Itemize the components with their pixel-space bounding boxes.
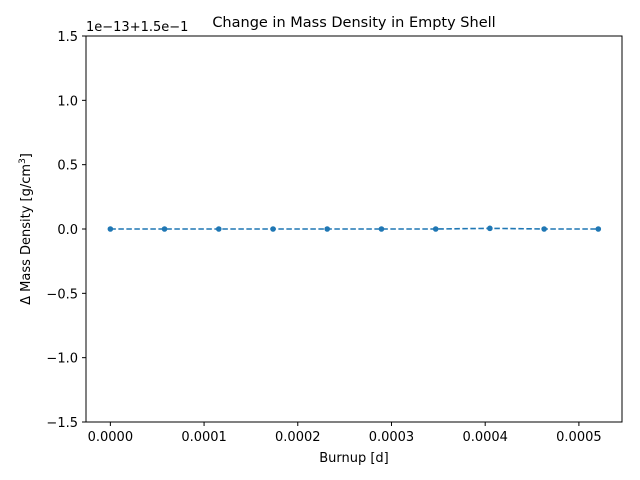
- y-tick-label: 0.0: [57, 223, 78, 238]
- x-tick-label: 0.0000: [88, 430, 134, 445]
- data-point: [161, 226, 168, 232]
- x-tick-label: 0.0002: [275, 430, 321, 445]
- data-point: [270, 226, 276, 232]
- chart-title: Change in Mass Density in Empty Shell: [212, 15, 495, 31]
- data-point: [107, 226, 114, 232]
- axis-ticks: 0.0000 0.0001 0.0002 0.0003 0.0004 0.0005 −1.5…: [46, 30, 601, 445]
- x-tick-label: 0.0003: [369, 430, 415, 445]
- y-tick-label: −0.5: [46, 287, 78, 302]
- series-layer: [107, 225, 602, 232]
- y-tick-label: 0.5: [57, 159, 78, 174]
- series-line: [110, 227, 599, 230]
- data-point: [487, 225, 493, 232]
- x-tick-label: 0.0001: [181, 430, 227, 445]
- y-tick-label: −1.0: [46, 352, 78, 367]
- x-tick-label: 0.0005: [556, 430, 602, 445]
- data-point: [541, 226, 547, 232]
- data-point: [595, 226, 602, 232]
- y-tick-label: 1.0: [57, 94, 78, 109]
- y-axis-label-suffix: ]: [19, 153, 34, 158]
- y-axis-offset-text: 1e−13+1.5e−1: [86, 20, 188, 35]
- data-point: [432, 226, 439, 232]
- data-point: [378, 226, 385, 232]
- y-axis-label-superscript: 3: [18, 158, 28, 164]
- data-point: [324, 226, 331, 232]
- data-point: [215, 226, 222, 232]
- y-axis-label-prefix: Δ Mass Density [g/cm: [19, 164, 34, 305]
- x-tick-label: 0.0004: [462, 430, 508, 445]
- y-tick-label: −1.5: [46, 416, 78, 431]
- x-axis-label: Burnup [d]: [319, 451, 389, 466]
- y-tick-label: 1.5: [57, 30, 78, 45]
- plot-frame: [85, 35, 623, 423]
- y-axis-label: Δ Mass Density [g/cm3]: [18, 153, 34, 305]
